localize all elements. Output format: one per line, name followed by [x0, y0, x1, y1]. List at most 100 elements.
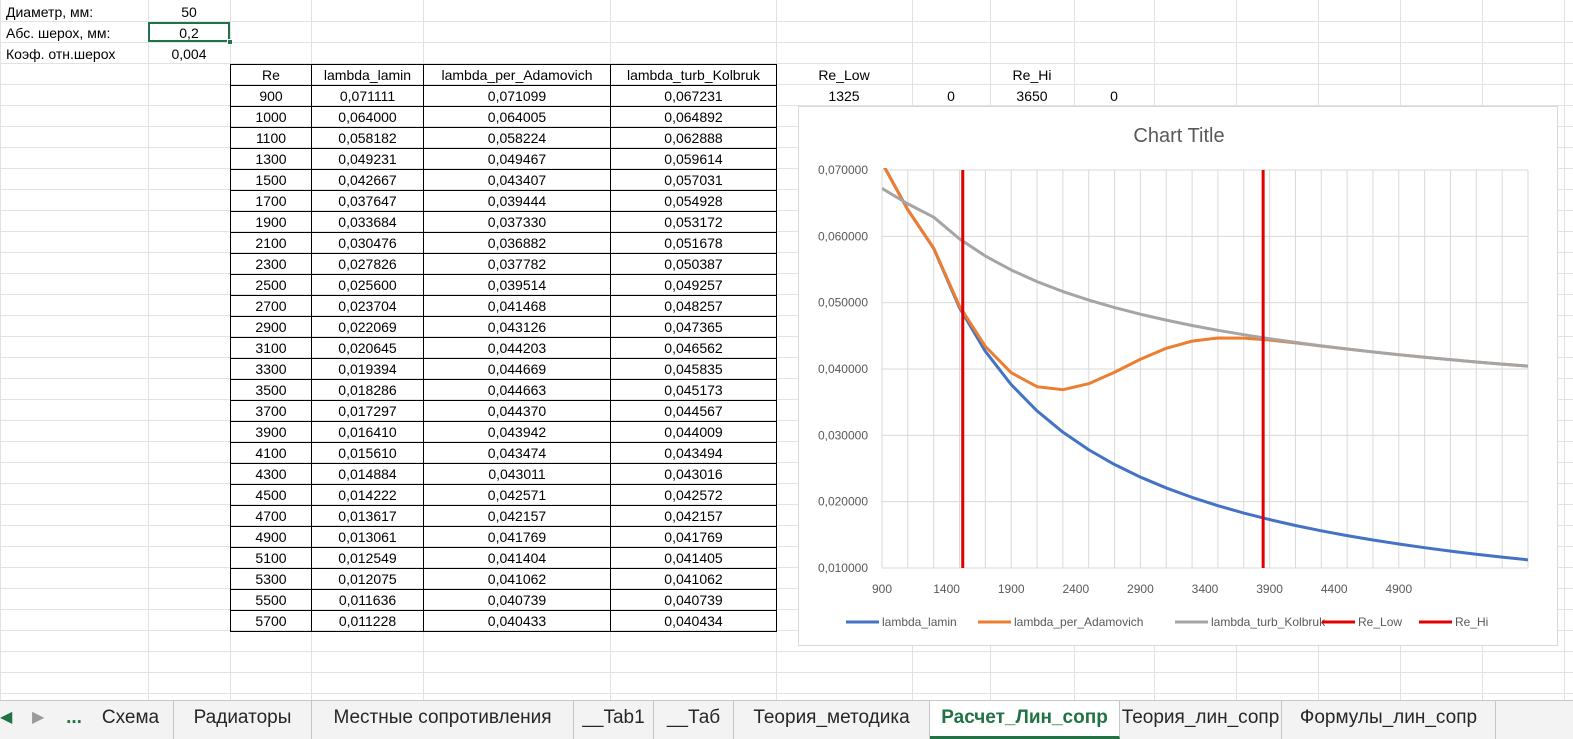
- table-cell[interactable]: 0,043126: [423, 316, 611, 338]
- table-cell[interactable]: 0,017297: [311, 400, 424, 422]
- table-cell[interactable]: 0,057031: [610, 169, 777, 191]
- table-cell[interactable]: 0,043942: [423, 421, 611, 443]
- table-cell[interactable]: 0,067231: [610, 85, 777, 107]
- table-cell[interactable]: 3300: [230, 358, 312, 380]
- table-cell[interactable]: 1900: [230, 211, 312, 233]
- friction-chart[interactable]: Chart Title 0,070000 0,060000 0,050000 0,040…: [798, 106, 1558, 646]
- friction-factor-table[interactable]: Re lambda_lamin lambda_per_Adamovich lambda…: [230, 64, 777, 632]
- table-cell[interactable]: 0,022069: [311, 316, 424, 338]
- table-cell[interactable]: 0,011636: [311, 589, 424, 611]
- table-cell[interactable]: 0,020645: [311, 337, 424, 359]
- sheet-tab[interactable]: Формулы_лин_сопр: [1282, 701, 1496, 739]
- table-cell[interactable]: 0,033684: [311, 211, 424, 233]
- re-low-zero[interactable]: 0: [947, 88, 955, 104]
- column-header[interactable]: lambda_turb_Kolbruk: [610, 64, 777, 86]
- table-cell[interactable]: 0,054928: [610, 190, 777, 212]
- sheet-tab[interactable]: Расчет_Лин_сопр: [930, 701, 1120, 739]
- table-cell[interactable]: 0,037330: [423, 211, 611, 233]
- table-cell[interactable]: 0,041468: [423, 295, 611, 317]
- table-cell[interactable]: 0,043407: [423, 169, 611, 191]
- table-cell[interactable]: 3500: [230, 379, 312, 401]
- table-cell[interactable]: 0,036882: [423, 232, 611, 254]
- table-cell[interactable]: 0,041405: [610, 547, 777, 569]
- table-cell[interactable]: 0,058224: [423, 127, 611, 149]
- table-cell[interactable]: 0,042157: [423, 505, 611, 527]
- table-cell[interactable]: 0,012549: [311, 547, 424, 569]
- table-cell[interactable]: 1500: [230, 169, 312, 191]
- table-cell[interactable]: 0,037782: [423, 253, 611, 275]
- table-cell[interactable]: 4100: [230, 442, 312, 464]
- table-cell[interactable]: 1000: [230, 106, 312, 128]
- table-cell[interactable]: 0,042667: [311, 169, 424, 191]
- table-cell[interactable]: 0,041062: [610, 568, 777, 590]
- table-cell[interactable]: 0,059614: [610, 148, 777, 170]
- roughness-value[interactable]: 0,2: [179, 25, 199, 41]
- table-cell[interactable]: 0,019394: [311, 358, 424, 380]
- table-cell[interactable]: 0,058182: [311, 127, 424, 149]
- table-cell[interactable]: 0,041769: [610, 526, 777, 548]
- table-cell[interactable]: 0,053172: [610, 211, 777, 233]
- sheet-tab[interactable]: Теория_методика: [734, 701, 930, 739]
- table-cell[interactable]: 0,039514: [423, 274, 611, 296]
- table-cell[interactable]: 4300: [230, 463, 312, 485]
- table-cell[interactable]: 0,049467: [423, 148, 611, 170]
- scroll-tabs-right-icon[interactable]: ▶: [32, 709, 45, 726]
- table-cell[interactable]: 0,071111: [311, 85, 424, 107]
- table-cell[interactable]: 1300: [230, 148, 312, 170]
- table-cell[interactable]: 0,044567: [610, 400, 777, 422]
- scroll-tabs-left-icon[interactable]: ◀: [0, 709, 13, 726]
- table-cell[interactable]: 0,044203: [423, 337, 611, 359]
- table-cell[interactable]: 2300: [230, 253, 312, 275]
- table-cell[interactable]: 1100: [230, 127, 312, 149]
- table-cell[interactable]: 2900: [230, 316, 312, 338]
- table-cell[interactable]: 0,043494: [610, 442, 777, 464]
- table-cell[interactable]: 0,047365: [610, 316, 777, 338]
- table-cell[interactable]: 0,045173: [610, 379, 777, 401]
- sheet-tab[interactable]: Схема: [88, 701, 174, 739]
- table-cell[interactable]: 0,015610: [311, 442, 424, 464]
- relative-roughness-value[interactable]: 0,004: [171, 46, 207, 62]
- table-cell[interactable]: 0,025600: [311, 274, 424, 296]
- more-tabs-button[interactable]: ...: [66, 707, 82, 728]
- table-cell[interactable]: 0,044370: [423, 400, 611, 422]
- table-cell[interactable]: 5300: [230, 568, 312, 590]
- table-cell[interactable]: 0,044669: [423, 358, 611, 380]
- table-cell[interactable]: 2100: [230, 232, 312, 254]
- table-cell[interactable]: 0,011228: [311, 610, 424, 632]
- table-cell[interactable]: 0,042572: [610, 484, 777, 506]
- fill-handle[interactable]: [227, 39, 233, 45]
- table-cell[interactable]: 3900: [230, 421, 312, 443]
- table-cell[interactable]: 0,041404: [423, 547, 611, 569]
- table-cell[interactable]: 4500: [230, 484, 312, 506]
- table-cell[interactable]: 3100: [230, 337, 312, 359]
- sheet-tab[interactable]: Теория_лин_сопр: [1120, 701, 1282, 739]
- table-cell[interactable]: 0,041062: [423, 568, 611, 590]
- table-cell[interactable]: 1700: [230, 190, 312, 212]
- table-cell[interactable]: 0,045835: [610, 358, 777, 380]
- diameter-value[interactable]: 50: [181, 4, 197, 20]
- table-cell[interactable]: 0,012075: [311, 568, 424, 590]
- table-cell[interactable]: 0,051678: [610, 232, 777, 254]
- table-cell[interactable]: 0,013617: [311, 505, 424, 527]
- table-cell[interactable]: 0,062888: [610, 127, 777, 149]
- table-cell[interactable]: 0,037647: [311, 190, 424, 212]
- table-cell[interactable]: 5700: [230, 610, 312, 632]
- table-cell[interactable]: 0,042571: [423, 484, 611, 506]
- table-cell[interactable]: 0,040433: [423, 610, 611, 632]
- table-cell[interactable]: 0,018286: [311, 379, 424, 401]
- table-cell[interactable]: 0,071099: [423, 85, 611, 107]
- sheet-tab[interactable]: Радиаторы: [174, 701, 312, 739]
- table-cell[interactable]: 0,023704: [311, 295, 424, 317]
- re-hi-value[interactable]: 3650: [1016, 88, 1048, 104]
- table-cell[interactable]: 0,014884: [311, 463, 424, 485]
- table-cell[interactable]: 0,039444: [423, 190, 611, 212]
- table-cell[interactable]: 900: [230, 85, 312, 107]
- table-cell[interactable]: 0,044009: [610, 421, 777, 443]
- column-header[interactable]: Re: [230, 64, 312, 86]
- table-cell[interactable]: 0,064000: [311, 106, 424, 128]
- table-cell[interactable]: 0,041769: [423, 526, 611, 548]
- table-cell[interactable]: 0,049231: [311, 148, 424, 170]
- table-cell[interactable]: 0,064005: [423, 106, 611, 128]
- table-cell[interactable]: 0,014222: [311, 484, 424, 506]
- sheet-tab[interactable]: __Таб: [654, 701, 734, 739]
